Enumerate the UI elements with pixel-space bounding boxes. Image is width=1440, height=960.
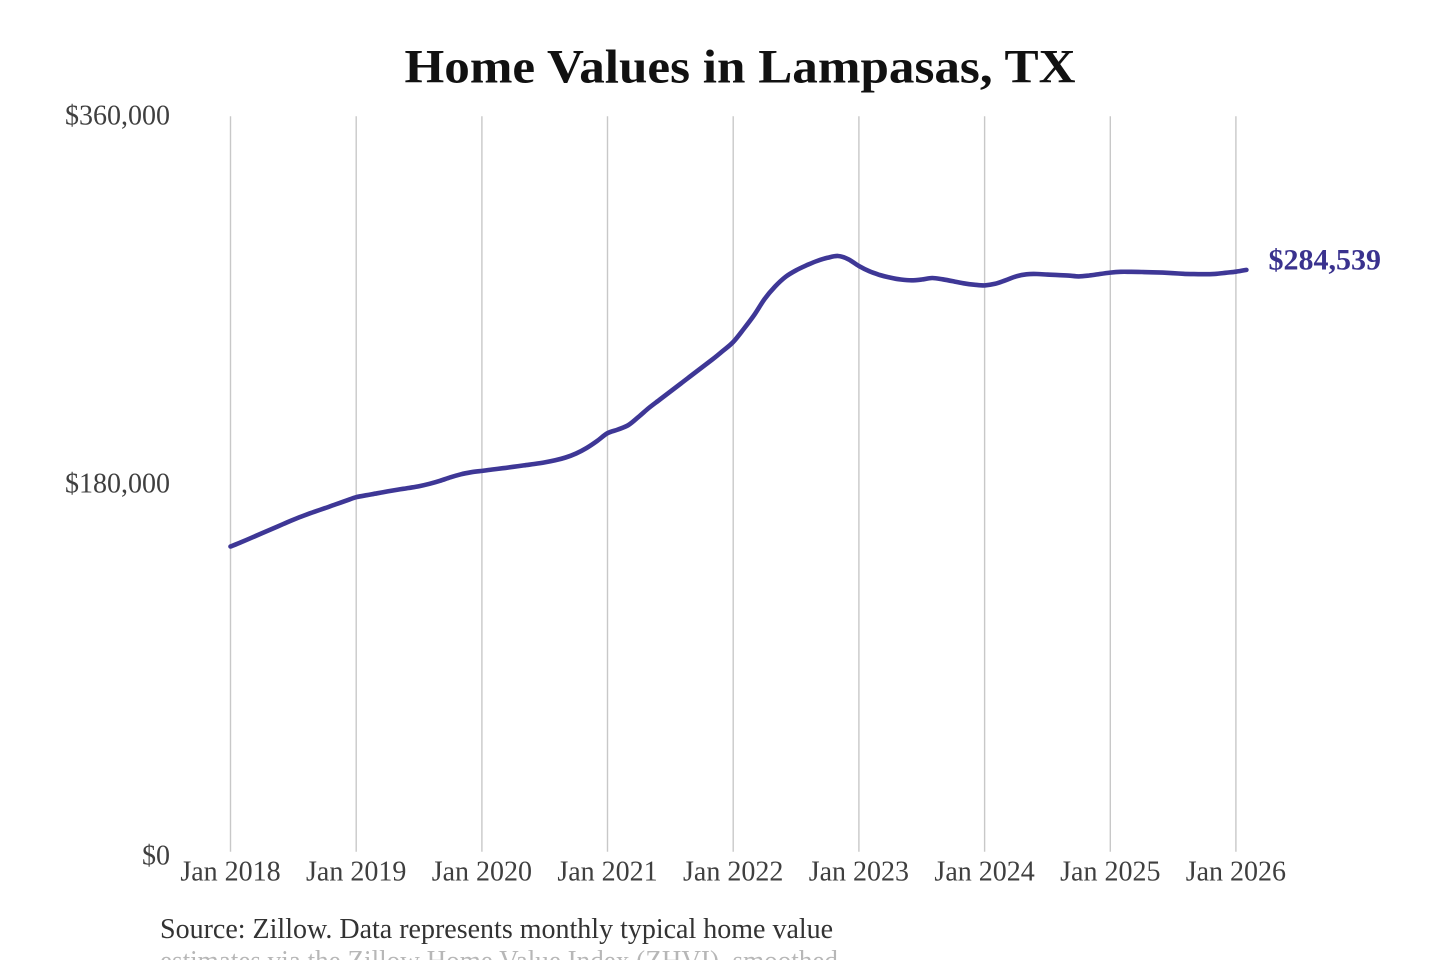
svg-text:Home Values in Lampasas, TX: Home Values in Lampasas, TX (405, 41, 1076, 94)
svg-text:$284,539: $284,539 (1269, 244, 1382, 277)
svg-text:$360,000: $360,000 (65, 101, 170, 132)
svg-text:estimates via the Zillow Home: estimates via the Zillow Home Value Inde… (160, 946, 838, 960)
svg-text:Jan 2022: Jan 2022 (683, 856, 783, 887)
svg-text:Source: Zillow. Data represent: Source: Zillow. Data represents monthly … (160, 914, 833, 945)
svg-text:Jan 2018: Jan 2018 (180, 856, 280, 887)
svg-text:Jan 2025: Jan 2025 (1060, 856, 1160, 887)
svg-text:Jan 2023: Jan 2023 (809, 856, 909, 887)
svg-text:$0: $0 (142, 840, 170, 871)
svg-text:Jan 2019: Jan 2019 (306, 856, 406, 887)
svg-text:$180,000: $180,000 (65, 469, 170, 500)
svg-text:Jan 2026: Jan 2026 (1186, 856, 1286, 887)
svg-text:Jan 2020: Jan 2020 (432, 856, 532, 887)
svg-text:Jan 2024: Jan 2024 (934, 856, 1034, 887)
svg-text:Jan 2021: Jan 2021 (557, 856, 657, 887)
